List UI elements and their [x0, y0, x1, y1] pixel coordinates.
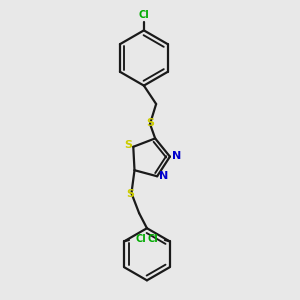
Text: S: S	[125, 140, 133, 150]
Text: N: N	[172, 151, 181, 161]
Text: N: N	[159, 171, 169, 181]
Text: Cl: Cl	[139, 10, 149, 20]
Text: S: S	[126, 189, 134, 199]
Text: Cl: Cl	[136, 234, 146, 244]
Text: Cl: Cl	[147, 234, 158, 244]
Text: S: S	[146, 118, 154, 128]
